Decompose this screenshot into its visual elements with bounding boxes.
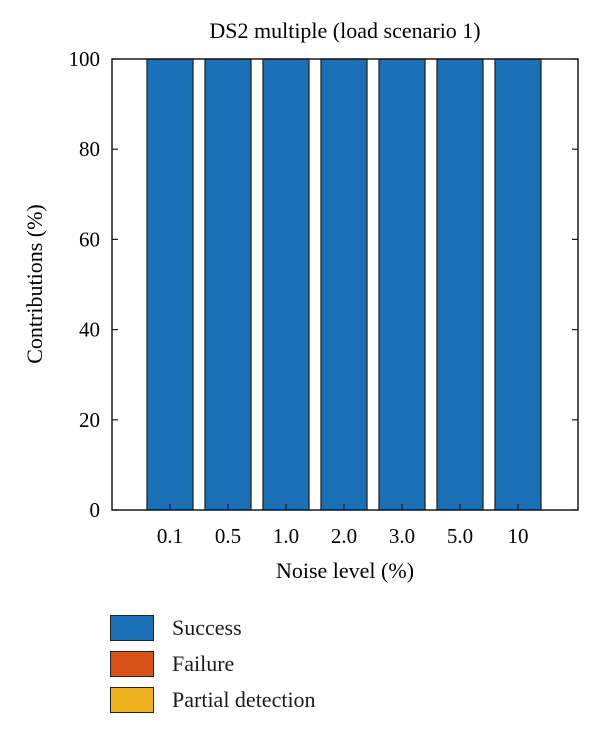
legend-item: Success <box>110 610 316 646</box>
legend-label: Partial detection <box>172 687 316 712</box>
bar-success-10 <box>494 58 542 511</box>
chart-title: DS2 multiple (load scenario 1) <box>209 18 480 43</box>
legend-swatch <box>110 687 154 713</box>
x-tick-label: 2.0 <box>331 524 357 548</box>
legend-item: Partial detection <box>110 682 316 718</box>
y-axis-label: Contributions (%) <box>22 204 47 364</box>
x-axis-ticks: 0.1 0.5 1.0 2.0 3.0 5.0 10 <box>157 504 529 548</box>
y-axis-ticks: 0 20 40 60 80 100 <box>69 47 578 522</box>
bar-success-2.0 <box>320 58 368 511</box>
y-tick-label: 80 <box>79 137 100 161</box>
bar-success-5.0 <box>436 58 484 511</box>
bar-success-1.0 <box>262 58 310 511</box>
legend-label: Success <box>172 615 242 640</box>
legend: Success Failure Partial detection <box>110 610 316 718</box>
y-tick-label: 60 <box>79 227 100 251</box>
y-tick-label: 40 <box>79 318 100 342</box>
y-tick-label: 20 <box>79 408 100 432</box>
legend-item: Failure <box>110 646 316 682</box>
bar-success-3.0 <box>378 58 426 511</box>
legend-swatch <box>110 651 154 677</box>
x-tick-label: 3.0 <box>389 524 415 548</box>
bar-success-0.1 <box>146 58 194 511</box>
y-tick-label: 0 <box>90 498 101 522</box>
bars-group <box>146 58 542 511</box>
x-tick-label: 5.0 <box>447 524 473 548</box>
legend-swatch <box>110 615 154 641</box>
legend-label: Failure <box>172 651 235 676</box>
bar-chart: 0 20 40 60 80 100 0.1 0.5 1.0 2.0 3.0 5.0 10 DS2 mu… <box>22 18 579 583</box>
x-tick-label: 10 <box>508 524 529 548</box>
x-tick-label: 0.5 <box>215 524 241 548</box>
x-axis-label: Noise level (%) <box>276 558 414 583</box>
axes-frame <box>111 58 579 511</box>
bar-success-0.5 <box>204 58 252 511</box>
x-tick-label: 1.0 <box>273 524 299 548</box>
y-tick-label: 100 <box>69 47 101 71</box>
x-tick-label: 0.1 <box>157 524 183 548</box>
